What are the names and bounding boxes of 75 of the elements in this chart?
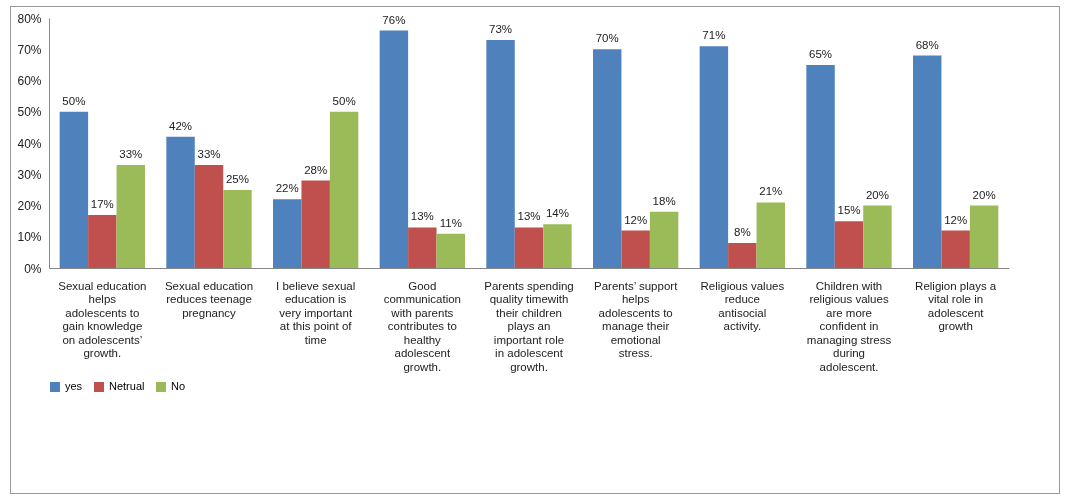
bar: [194, 164, 224, 268]
bar: [913, 55, 942, 268]
bar: [514, 227, 544, 268]
data-label: 22%: [275, 182, 299, 195]
data-label: 18%: [652, 194, 676, 207]
x-tick-label: Parents spending quality timewith their children plays an important role in adolescent growth.: [484, 279, 574, 373]
x-tick-label: Sexual education reduces teenage pregnancy: [164, 279, 254, 319]
bar: [969, 205, 999, 268]
data-label: 21%: [759, 185, 783, 198]
bar: [301, 180, 330, 268]
x-tick-label: Sexual education helps adolescents to gain knowledge on adolescents’ growth.: [58, 279, 147, 359]
bar: [593, 49, 622, 268]
legend-label: Netrual: [109, 380, 145, 392]
y-tick-label: 80%: [17, 11, 42, 26]
bar: [863, 205, 892, 268]
data-label: 73%: [489, 22, 513, 35]
legend-label: yes: [65, 380, 83, 392]
bar: [649, 211, 679, 268]
bar: [543, 224, 572, 268]
bar: [806, 64, 835, 268]
x-tick-label: Parents’ support helps adolescents to manage their emotional stress.: [594, 279, 679, 359]
data-label: 65%: [809, 47, 833, 60]
x-tick-label: Good communication with parents contributes to healthy adolescent growth.: [383, 279, 462, 373]
data-label: 13%: [410, 210, 434, 223]
data-label: 42%: [169, 119, 193, 132]
data-label: 70%: [595, 32, 619, 45]
x-tick-label: I believe sexual education is very important at this point of time: [276, 279, 356, 346]
x-tick-label: Religion plays a vital role in adolescent growth: [915, 279, 997, 332]
data-label: 8%: [734, 226, 751, 238]
bar: [756, 202, 785, 268]
bar: [116, 164, 145, 268]
bar: [88, 214, 117, 268]
data-label: 33%: [119, 147, 143, 160]
legend-label: No: [171, 380, 186, 392]
data-label: 50%: [332, 94, 356, 107]
bar: [223, 189, 252, 268]
data-label: 25%: [225, 172, 249, 185]
data-label: 17%: [90, 197, 114, 210]
y-tick-label: 40%: [17, 136, 42, 151]
data-label: 20%: [865, 188, 889, 201]
y-tick-label: 70%: [17, 42, 42, 57]
data-label: 12%: [944, 213, 968, 226]
bar: [699, 46, 729, 268]
bar: [379, 30, 409, 268]
data-label: 11%: [439, 216, 462, 229]
bar: [486, 39, 515, 268]
bar: [436, 233, 465, 268]
data-label: 50%: [62, 94, 86, 107]
y-tick-label: 20%: [17, 199, 42, 213]
data-label: 33%: [197, 147, 221, 160]
data-label: 15%: [837, 204, 861, 217]
data-label: 14%: [545, 207, 569, 220]
y-tick-label: 0%: [24, 261, 42, 276]
bar: [728, 243, 757, 268]
x-tick-label: Religious values reduce antisocial activity.: [700, 279, 785, 332]
data-label: 71%: [702, 29, 726, 42]
y-tick-label: 60%: [17, 74, 42, 88]
data-label: 12%: [624, 213, 648, 226]
bar: [273, 199, 302, 268]
bar: [408, 227, 437, 268]
bar: [59, 111, 89, 268]
data-label: 76%: [382, 13, 406, 26]
y-tick-label: 50%: [17, 105, 42, 120]
bar: [834, 221, 864, 268]
bar: [329, 111, 359, 268]
data-label: 28%: [304, 163, 328, 176]
y-tick-label: 30%: [17, 167, 42, 182]
x-tick-label: Children with religious values are more confident in managing stress during adolescent.: [806, 279, 892, 373]
data-label: 68%: [915, 38, 939, 51]
data-label: 20%: [972, 188, 996, 201]
bar: [621, 230, 650, 268]
bar: [166, 136, 195, 268]
y-tick-label: 10%: [17, 230, 42, 245]
data-label: 13%: [517, 210, 541, 223]
bar: [941, 230, 970, 268]
